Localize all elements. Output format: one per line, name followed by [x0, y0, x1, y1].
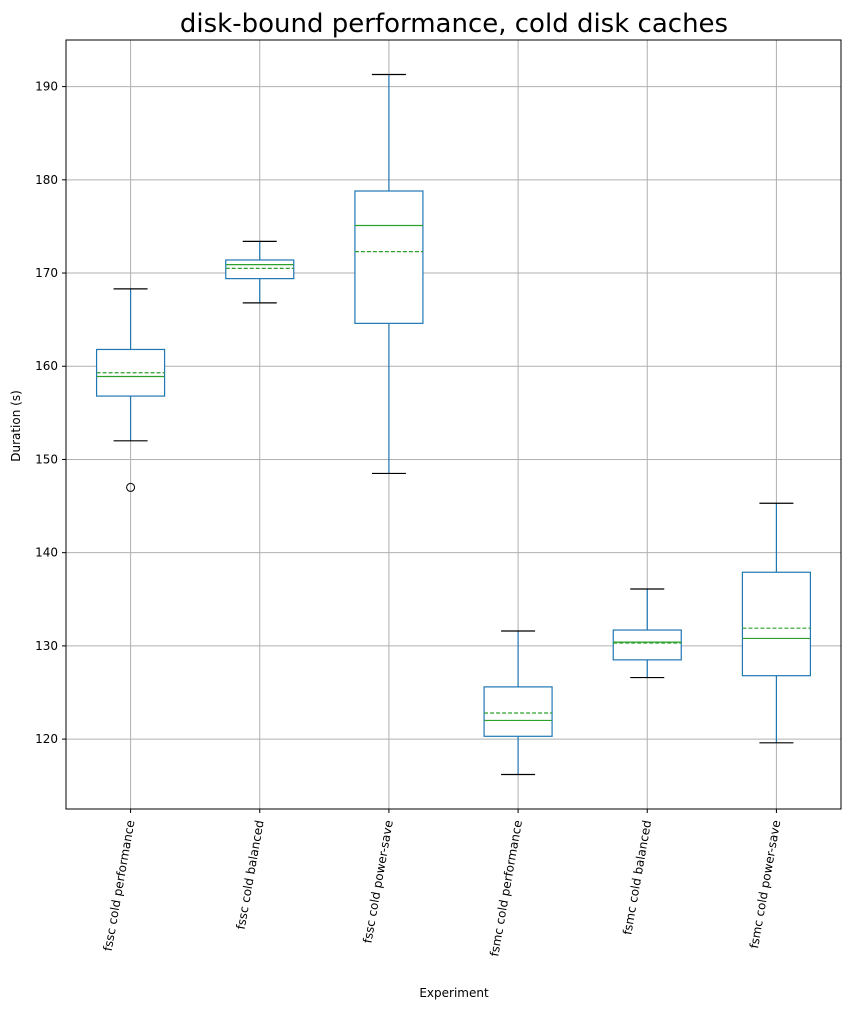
iqr-box [612, 629, 682, 661]
box-series [95, 73, 812, 776]
box-group [354, 73, 424, 475]
y-tick-label: 140 [35, 546, 58, 560]
x-tick-label: fsmc cold power-save [747, 819, 783, 949]
box-group [483, 630, 553, 776]
outlier-point [126, 482, 136, 492]
x-axis-label: Experiment [419, 986, 489, 1000]
box-group [612, 588, 682, 679]
x-tick-label: fsmc cold performance [487, 819, 525, 957]
box-group [225, 240, 295, 304]
y-tick-label: 160 [35, 359, 58, 373]
plot-frame [65, 39, 842, 810]
y-tick-label: 150 [35, 452, 58, 466]
y-tick-label: 190 [35, 80, 58, 94]
chart-title: disk-bound performance, cold disk caches [180, 9, 728, 39]
iqr-box [225, 259, 295, 280]
iqr-box [354, 190, 424, 324]
y-tick-label: 130 [35, 639, 58, 653]
x-tick-label: fssc cold power-save [360, 819, 395, 944]
iqr-box [483, 686, 553, 737]
y-tick-label: 180 [35, 173, 58, 187]
x-tick-label: fsmc cold balanced [620, 819, 654, 936]
y-axis-label: Duration (s) [9, 390, 23, 462]
box-group [95, 288, 166, 492]
grid-lines [66, 40, 841, 809]
x-tick-label: fssc cold balanced [234, 819, 267, 930]
iqr-box [741, 571, 812, 677]
x-tick-label: fssc cold performance [101, 819, 138, 952]
y-tick-label: 120 [35, 732, 58, 746]
box-group [741, 502, 812, 744]
y-tick-label: 170 [35, 266, 58, 280]
